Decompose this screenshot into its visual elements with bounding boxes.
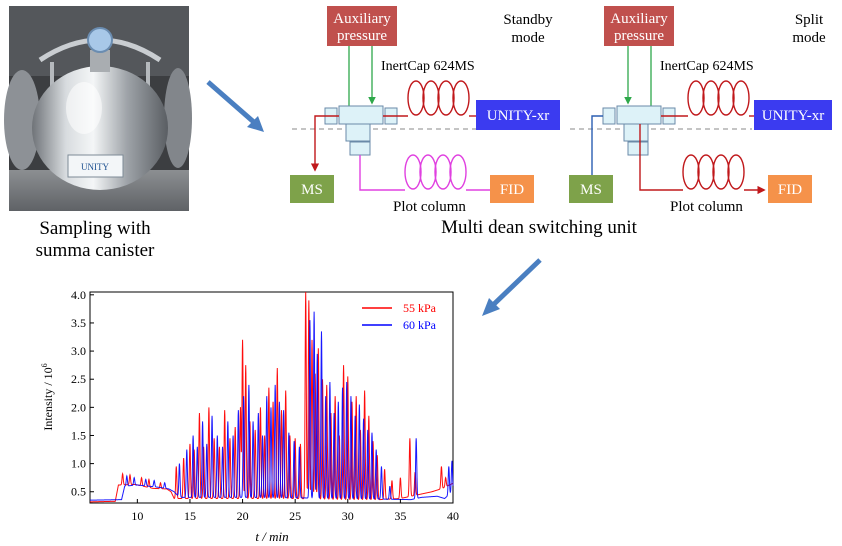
- x-tick-label: 35: [394, 509, 406, 523]
- photo-caption: Sampling with summa canister: [0, 218, 190, 262]
- auxiliary-pressure-box: [604, 6, 674, 46]
- y-axis-label-exponent: 6: [40, 363, 49, 367]
- x-tick-label: 40: [447, 509, 459, 523]
- switching-unit-caption: Multi dean switching unit: [441, 217, 638, 238]
- summa-canister-photo: UNITY: [4, 6, 192, 211]
- fid-detector-box: [768, 175, 812, 203]
- mode-label-line2: mode: [792, 30, 826, 46]
- ms-detector-box: [569, 175, 613, 203]
- auxiliary-pressure-line2: pressure: [614, 28, 664, 44]
- y-tick-label: 1.0: [71, 457, 86, 471]
- auxiliary-pressure-line1: Auxiliary: [610, 11, 668, 27]
- plot-column-coil: [639, 124, 766, 195]
- ms-label: MS: [301, 182, 323, 198]
- fid-label: FID: [778, 182, 802, 198]
- column-label: InertCap 624MS: [381, 59, 475, 74]
- chart-axes-group: 10 15 20 25 30 35 40 0.5 1.0 1.5 2.0 2.5 3.0 3.5 4.0: [71, 288, 459, 523]
- y-tick-label: 4.0: [71, 288, 86, 302]
- chart-series-group: [89, 291, 454, 503]
- y-tick-label: 3.5: [71, 316, 86, 330]
- x-tick-label: 25: [289, 509, 301, 523]
- auxiliary-pressure-box: [327, 6, 397, 46]
- dean-switch-valve: [602, 105, 676, 156]
- series-line-60kpa: [89, 311, 454, 501]
- x-tick-label: 10: [131, 509, 143, 523]
- ms-label: MS: [580, 182, 602, 198]
- legend-label-55kpa: 55 kPa: [403, 301, 437, 315]
- y-tick-label: 2.0: [71, 400, 86, 414]
- auxiliary-pressure-line2: pressure: [337, 28, 387, 44]
- series-line-55kpa: [90, 291, 454, 503]
- standby-mode-panel: Auxiliary pressure Standby mode InertCap…: [290, 6, 560, 215]
- y-tick-label: 0.5: [71, 485, 86, 499]
- canister-label: UNITY: [81, 162, 109, 172]
- chart-legend: 55 kPa 60 kPa: [362, 301, 437, 332]
- y-tick-label: 3.0: [71, 344, 86, 358]
- chart-x-axis-label: t / min: [255, 529, 288, 544]
- auxiliary-pressure-line1: Auxiliary: [333, 11, 391, 27]
- photo-caption-line2: summa canister: [35, 240, 155, 261]
- plot-column-coil: [359, 154, 490, 191]
- inertcap-column-coil: [383, 80, 476, 117]
- x-tick-label: 20: [237, 509, 249, 523]
- arrow-to-chart: [482, 258, 542, 316]
- y-tick-label: 2.5: [71, 372, 86, 386]
- chart-y-axis-label: Intensity / 106: [40, 363, 55, 430]
- y-axis-label-main: Intensity / 10: [41, 367, 55, 430]
- chromatogram-chart: 10 15 20 25 30 35 40 0.5 1.0 1.5 2.0 2.5 3.0 3.5 4.0 t…: [40, 288, 459, 544]
- mode-label-line1: Standby: [503, 12, 553, 28]
- mode-label-line1: Split: [795, 12, 824, 28]
- plot-column-label: Plot column: [393, 199, 466, 215]
- unity-xr-box: [476, 100, 560, 130]
- fid-label: FID: [500, 182, 524, 198]
- unity-xr-label: UNITY-xr: [487, 108, 549, 124]
- unity-xr-label: UNITY-xr: [762, 108, 824, 124]
- y-tick-label: 1.5: [71, 428, 86, 442]
- inertcap-column-coil: [661, 80, 754, 117]
- arrow-to-diagram: [206, 80, 264, 132]
- unity-xr-box: [754, 100, 832, 130]
- plot-column-label: Plot column: [670, 199, 743, 215]
- mode-label-line2: mode: [511, 30, 545, 46]
- x-tick-label: 30: [342, 509, 354, 523]
- fid-detector-box: [490, 175, 534, 203]
- legend-label-60kpa: 60 kPa: [403, 318, 437, 332]
- x-tick-label: 15: [184, 509, 196, 523]
- dean-switch-valve: [324, 105, 398, 156]
- split-mode-panel: Auxiliary pressure Split mode InertCap 6…: [569, 6, 832, 215]
- photo-caption-line1: Sampling with: [39, 218, 151, 239]
- column-label: InertCap 624MS: [660, 59, 754, 74]
- ms-detector-box: [290, 175, 334, 203]
